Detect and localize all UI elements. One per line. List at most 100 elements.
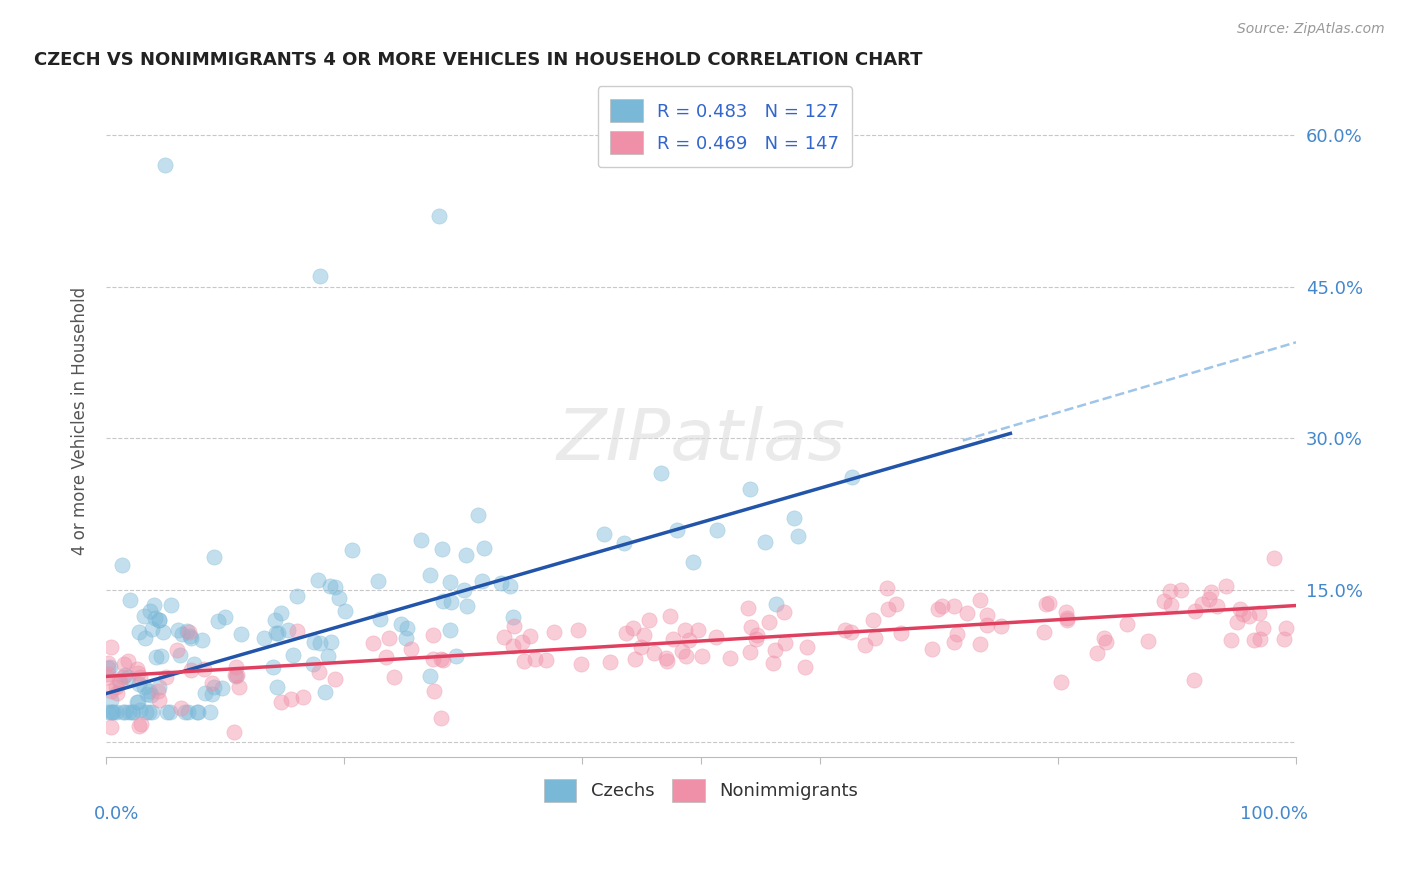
Point xyxy=(97,666,120,681)
Point xyxy=(134,680,156,694)
Point xyxy=(1237,609,1260,624)
Point xyxy=(100,705,122,719)
Point xyxy=(309,635,332,649)
Point xyxy=(633,628,655,642)
Point xyxy=(186,705,208,719)
Point xyxy=(513,654,536,668)
Point xyxy=(138,705,160,719)
Point xyxy=(264,626,287,640)
Point xyxy=(990,619,1012,633)
Point xyxy=(176,624,198,638)
Point xyxy=(270,695,292,709)
Point xyxy=(146,683,169,698)
Point xyxy=(659,609,682,624)
Point xyxy=(976,618,998,632)
Point xyxy=(229,626,252,640)
Point xyxy=(285,624,308,638)
Point xyxy=(794,659,817,673)
Point xyxy=(211,681,233,695)
Point xyxy=(1263,551,1285,566)
Point xyxy=(328,591,350,605)
Point xyxy=(225,660,247,674)
Point xyxy=(111,558,134,573)
Point xyxy=(682,555,704,569)
Point xyxy=(105,705,128,719)
Point xyxy=(375,649,398,664)
Point xyxy=(399,641,422,656)
Point xyxy=(1095,634,1118,648)
Point xyxy=(502,639,524,653)
Point xyxy=(524,651,547,665)
Point xyxy=(489,576,512,591)
Point xyxy=(100,720,122,734)
Point xyxy=(1038,596,1060,610)
Point xyxy=(97,705,120,719)
Point xyxy=(783,511,806,525)
Point xyxy=(125,663,148,677)
Point xyxy=(121,705,143,719)
Point xyxy=(114,705,136,719)
Point xyxy=(112,705,135,719)
Point xyxy=(395,631,418,645)
Point xyxy=(1198,592,1220,607)
Point xyxy=(148,613,170,627)
Text: CZECH VS NONIMMIGRANTS 4 OR MORE VEHICLES IN HOUSEHOLD CORRELATION CHART: CZECH VS NONIMMIGRANTS 4 OR MORE VEHICLE… xyxy=(35,51,922,69)
Point xyxy=(134,631,156,645)
Point xyxy=(673,623,696,637)
Point xyxy=(1050,674,1073,689)
Point xyxy=(382,670,405,684)
Point xyxy=(183,657,205,671)
Point xyxy=(202,680,225,694)
Point xyxy=(129,702,152,716)
Point xyxy=(141,705,163,719)
Point xyxy=(1215,579,1237,593)
Point xyxy=(128,625,150,640)
Point xyxy=(467,508,489,523)
Point xyxy=(853,638,876,652)
Point xyxy=(453,582,475,597)
Point xyxy=(141,622,163,636)
Point xyxy=(166,623,188,637)
Point xyxy=(225,669,247,683)
Point xyxy=(1243,632,1265,647)
Point xyxy=(302,635,325,649)
Point xyxy=(145,650,167,665)
Point xyxy=(307,573,329,587)
Point xyxy=(135,705,157,719)
Point xyxy=(180,632,202,646)
Point xyxy=(630,640,652,655)
Point xyxy=(841,469,863,483)
Point xyxy=(1229,602,1251,616)
Point xyxy=(127,665,149,680)
Point xyxy=(657,655,679,669)
Point xyxy=(650,466,672,480)
Point xyxy=(222,724,245,739)
Point xyxy=(1137,633,1160,648)
Point xyxy=(1201,584,1223,599)
Point xyxy=(976,607,998,622)
Point xyxy=(1159,583,1181,598)
Point xyxy=(439,575,461,590)
Point xyxy=(931,599,953,614)
Point xyxy=(678,632,700,647)
Point xyxy=(277,624,299,638)
Point xyxy=(945,627,967,641)
Point xyxy=(155,705,177,719)
Point xyxy=(292,690,315,705)
Point xyxy=(97,660,120,674)
Point xyxy=(118,705,141,719)
Point xyxy=(160,598,183,612)
Point xyxy=(419,669,441,683)
Point xyxy=(139,689,162,703)
Point xyxy=(202,550,225,565)
Point xyxy=(155,158,177,172)
Point xyxy=(264,613,287,627)
Point xyxy=(114,667,136,681)
Point xyxy=(112,657,135,671)
Point xyxy=(128,677,150,691)
Point xyxy=(179,629,201,643)
Point xyxy=(187,705,209,719)
Point xyxy=(884,597,907,611)
Point xyxy=(927,602,949,616)
Point xyxy=(454,549,477,563)
